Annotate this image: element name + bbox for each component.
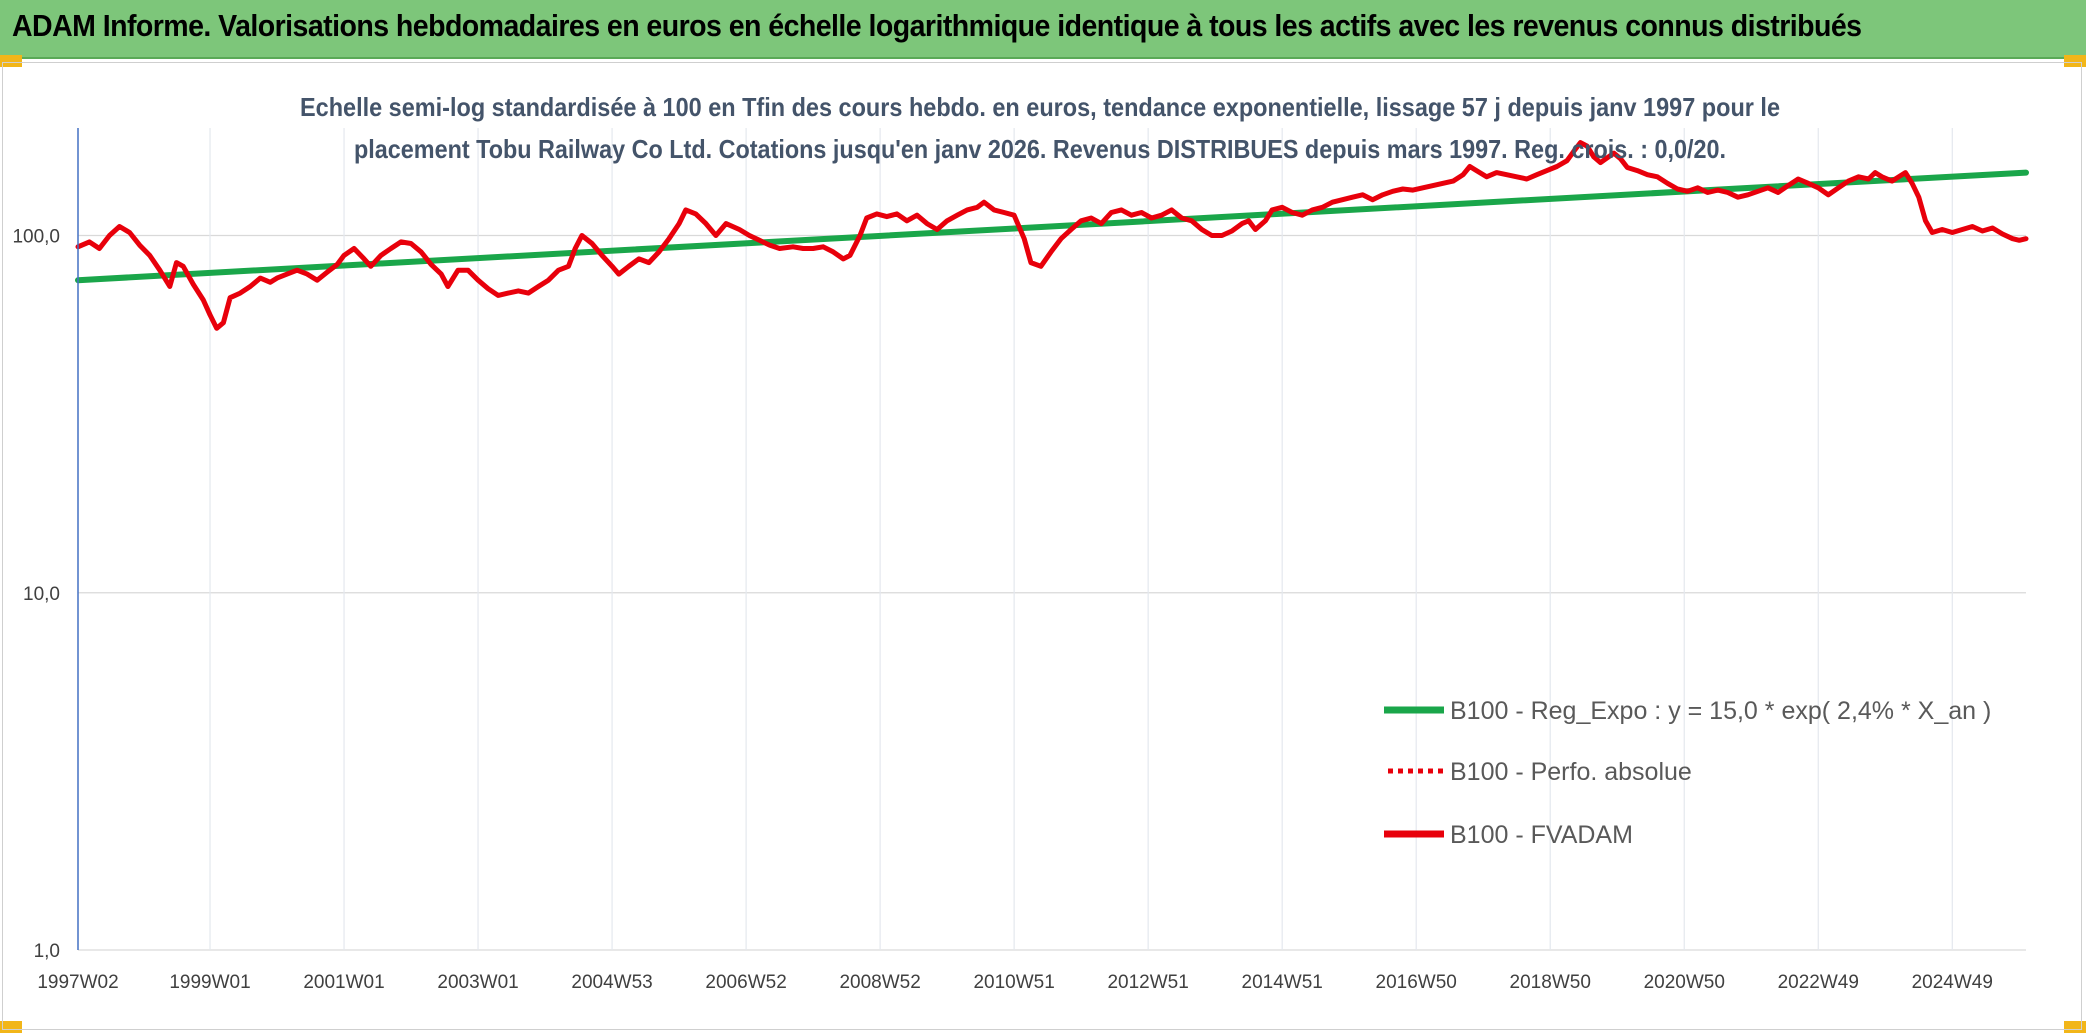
x-tick-label-7: 2010W51: [973, 972, 1054, 993]
y-tick-label-1: 10,0: [23, 584, 60, 605]
legend-label-perf: B100 - Perfo. absolue: [1450, 758, 1692, 786]
x-tick-label-5: 2006W52: [705, 972, 786, 993]
x-tick-label-11: 2018W50: [1510, 972, 1591, 993]
x-tick-label-14: 2024W49: [1912, 972, 1993, 993]
x-tick-label-4: 2004W53: [571, 972, 652, 993]
x-tick-label-3: 2003W01: [437, 972, 518, 993]
x-tick-label-10: 2016W50: [1376, 972, 1457, 993]
x-tick-label-13: 2022W49: [1778, 972, 1859, 993]
corner-marker-top-right: [2064, 55, 2086, 67]
subtitle-line-2: placement Tobu Railway Co Ltd. Cotations…: [354, 134, 1726, 164]
x-tick-label-6: 2008W52: [839, 972, 920, 993]
chart-frame: [2, 62, 2082, 1030]
x-tick-label-0: 1997W02: [37, 972, 118, 993]
banner-title: ADAM Informe. Valorisations hebdomadaire…: [12, 8, 1862, 43]
x-tick-label-9: 2014W51: [1242, 972, 1323, 993]
title-banner: ADAM Informe. Valorisations hebdomadaire…: [0, 0, 2086, 59]
corner-marker-top-left: [0, 55, 22, 67]
x-tick-label-12: 2020W50: [1644, 972, 1725, 993]
series-line-fvadam: [75, 140, 2029, 331]
x-tick-label-8: 2012W51: [1107, 972, 1188, 993]
y-tick-label-2: 100,0: [12, 227, 60, 248]
tick-labels: 1,0 10,0 100,0 1997W02 1999W01 2001W01 2003W01…: [12, 227, 1993, 993]
y-tick-label-0: 1,0: [34, 941, 60, 962]
series-layer: [75, 140, 2029, 331]
corner-marker-bottom-right: [2064, 1021, 2086, 1033]
legend-label-trend: B100 - Reg_Expo : y = 15,0 * exp( 2,4% *…: [1450, 697, 1991, 725]
subtitle-line-1: Echelle semi-log standardisée à 100 en T…: [300, 92, 1780, 122]
chart-subtitle: Echelle semi-log standardisée à 100 en T…: [300, 92, 1780, 164]
x-tick-label-2: 2001W01: [303, 972, 384, 993]
x-tick-label-1: 1999W01: [169, 972, 250, 993]
legend: B100 - Reg_Expo : y = 15,0 * exp( 2,4% *…: [1384, 697, 1991, 849]
legend-label-fvadam: B100 - FVADAM: [1450, 821, 1633, 849]
corner-marker-bottom-left: [0, 1021, 22, 1033]
